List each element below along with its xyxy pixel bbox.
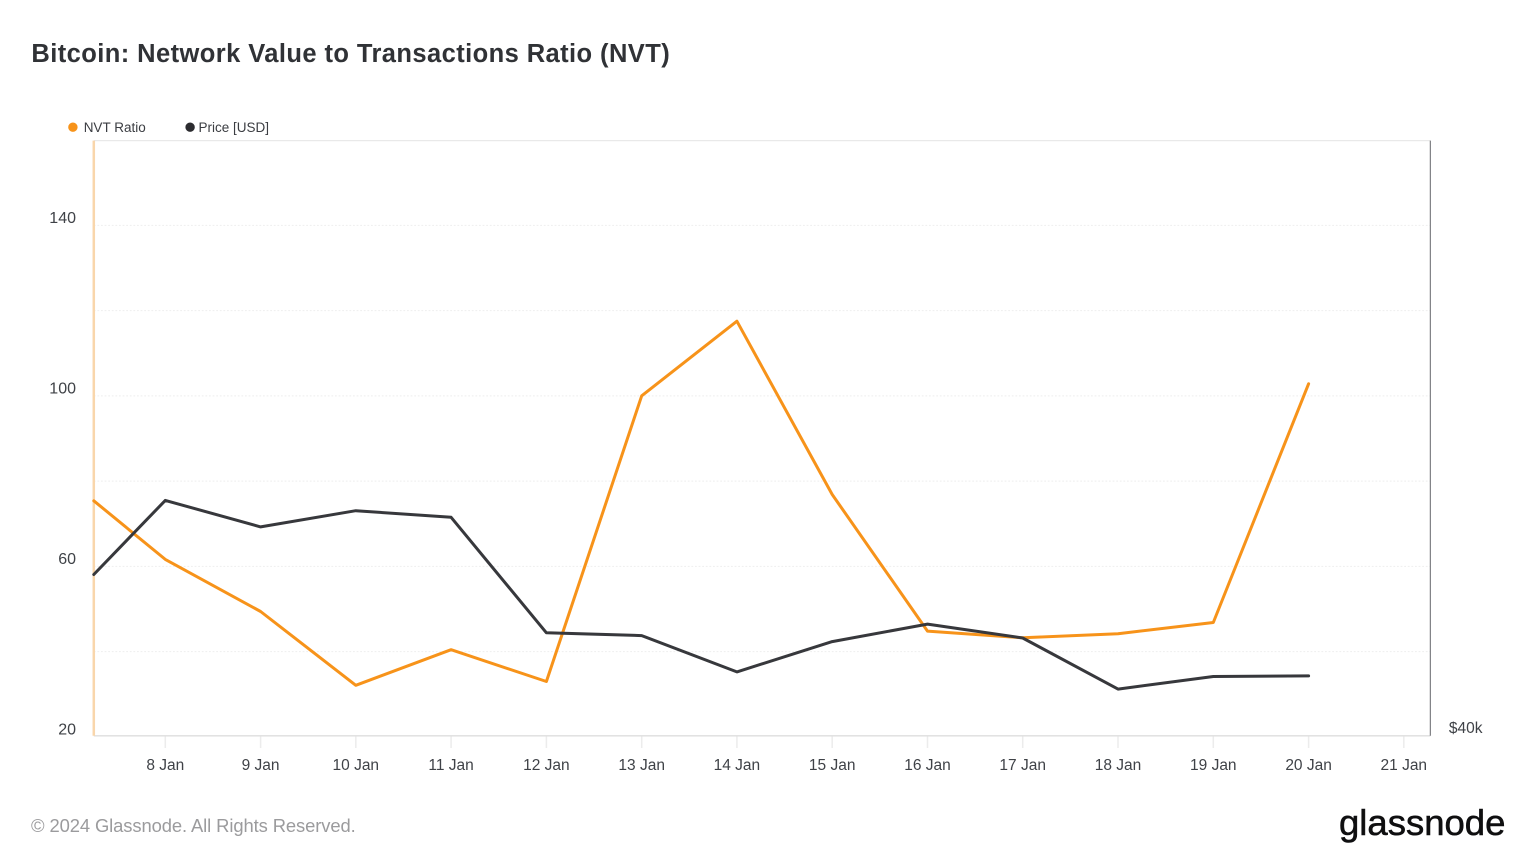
svg-text:glassnode: glassnode xyxy=(1339,802,1505,843)
svg-text:20: 20 xyxy=(58,722,76,739)
svg-text:Price [USD]: Price [USD] xyxy=(199,120,270,135)
svg-text:8 Jan: 8 Jan xyxy=(146,757,184,774)
svg-text:18 Jan: 18 Jan xyxy=(1095,757,1142,774)
svg-text:NVT Ratio: NVT Ratio xyxy=(84,120,146,135)
svg-text:20 Jan: 20 Jan xyxy=(1285,757,1332,774)
svg-text:14 Jan: 14 Jan xyxy=(714,757,761,774)
svg-text:15 Jan: 15 Jan xyxy=(809,757,856,774)
svg-text:$40k: $40k xyxy=(1449,720,1483,737)
svg-text:11 Jan: 11 Jan xyxy=(428,757,473,774)
svg-text:Bitcoin: Network Value to Tran: Bitcoin: Network Value to Transactions R… xyxy=(31,40,670,68)
svg-text:16 Jan: 16 Jan xyxy=(904,757,951,774)
svg-text:60: 60 xyxy=(58,551,76,568)
svg-text:17 Jan: 17 Jan xyxy=(999,757,1046,774)
svg-text:9 Jan: 9 Jan xyxy=(242,757,280,774)
svg-text:21 Jan: 21 Jan xyxy=(1381,757,1428,774)
svg-text:19 Jan: 19 Jan xyxy=(1190,757,1237,774)
svg-text:13 Jan: 13 Jan xyxy=(618,757,665,774)
svg-text:12 Jan: 12 Jan xyxy=(523,757,570,774)
svg-text:100: 100 xyxy=(49,380,76,397)
svg-text:10 Jan: 10 Jan xyxy=(333,757,380,774)
svg-text:140: 140 xyxy=(49,210,76,227)
svg-text:© 2024 Glassnode. All Rights R: © 2024 Glassnode. All Rights Reserved. xyxy=(31,815,356,836)
